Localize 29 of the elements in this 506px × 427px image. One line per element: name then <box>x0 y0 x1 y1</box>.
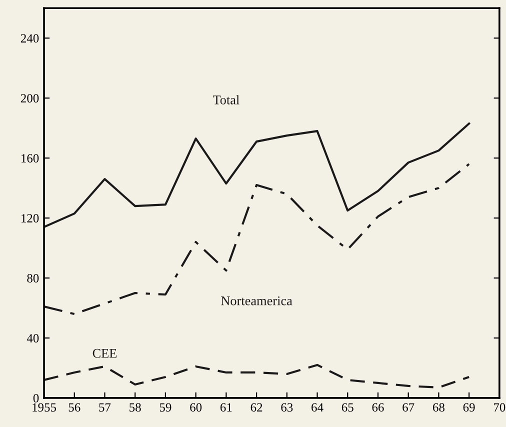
y-tick-label: 120 <box>22 214 39 222</box>
x-tick-label: 61 <box>220 403 232 412</box>
x-tick-label: 56 <box>68 403 80 412</box>
line-series <box>44 122 470 228</box>
text: Total <box>212 95 240 104</box>
x-tick-label: 63 <box>281 403 293 412</box>
line-series <box>44 364 470 389</box>
x-tick-label: 59 <box>160 403 172 412</box>
line-series <box>44 163 470 316</box>
x-tick-label: 70 <box>494 403 506 412</box>
x-tick-label: 57 <box>99 403 111 412</box>
x-tick-label: 68 <box>432 403 444 412</box>
y-tick-label: 0 <box>33 394 39 402</box>
series-label: CEE <box>92 348 117 358</box>
x-tick-label: 1955 <box>32 403 56 412</box>
y-tick-label: 240 <box>20 34 39 43</box>
y-tick-label: 80 <box>27 274 39 282</box>
y-tick-label: 200 <box>20 94 39 103</box>
x-tick-label: 66 <box>372 403 384 412</box>
x-tick-label: 62 <box>250 403 262 412</box>
x-tick-label: 58 <box>130 403 141 412</box>
y-tick-label: 160 <box>22 154 39 163</box>
y-tick-label: 40 <box>26 334 39 342</box>
text: Norteamerica <box>221 296 292 306</box>
x-tick-label: 69 <box>463 403 475 412</box>
x-tick-label: 65 <box>342 403 354 412</box>
x-tick-label: 64 <box>312 403 324 412</box>
x-tick-label: 67 <box>402 403 414 412</box>
x-tick-label: 60 <box>190 403 202 412</box>
